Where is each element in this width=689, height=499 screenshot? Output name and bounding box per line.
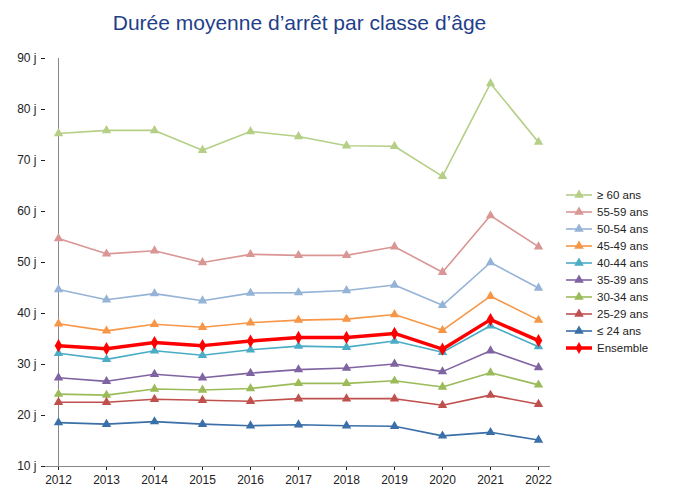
svg-text:2018: 2018 [333, 473, 360, 487]
html-text:30-34 ans: 30-34 ans [597, 290, 649, 303]
html-text:Ensemble: Ensemble [597, 341, 649, 354]
svg-text:20 j: 20 j [17, 408, 36, 422]
svg-text:70 j: 70 j [17, 153, 36, 167]
html-text:≤ 24 ans: ≤ 24 ans [597, 324, 641, 337]
svg-text:2020: 2020 [429, 473, 456, 487]
svg-text:2017: 2017 [285, 473, 312, 487]
svg-text:2014: 2014 [141, 473, 168, 487]
svg-text:2021: 2021 [477, 473, 504, 487]
html-text:≥ 60 ans: ≥ 60 ans [597, 188, 641, 201]
html-text:50-54 ans: 50-54 ans [597, 222, 649, 235]
svg-text:2012: 2012 [45, 473, 72, 487]
svg-text:60 j: 60 j [17, 204, 36, 218]
html-text:45-49 ans: 45-49 ans [597, 239, 649, 252]
svg-text:2013: 2013 [93, 473, 120, 487]
svg-text:30 j: 30 j [17, 357, 36, 371]
svg-text:90 j: 90 j [17, 51, 36, 65]
svg-text:40 j: 40 j [17, 306, 36, 320]
svg-text:50 j: 50 j [17, 255, 36, 269]
html-text:Durée moyenne d’arrêt par clas: Durée moyenne d’arrêt par classe d’âge [112, 11, 487, 34]
html-text:40-44 ans: 40-44 ans [597, 256, 649, 269]
html-text:55-59 ans: 55-59 ans [597, 205, 649, 218]
svg-text:2016: 2016 [237, 473, 264, 487]
svg-text:2022: 2022 [525, 473, 552, 487]
svg-text:2015: 2015 [189, 473, 216, 487]
svg-text:80 j: 80 j [17, 102, 36, 116]
html-text:35-39 ans: 35-39 ans [597, 273, 649, 286]
svg-text:10 j: 10 j [17, 459, 36, 473]
html-text:25-29 ans: 25-29 ans [597, 307, 649, 320]
svg-text:2019: 2019 [381, 473, 408, 487]
